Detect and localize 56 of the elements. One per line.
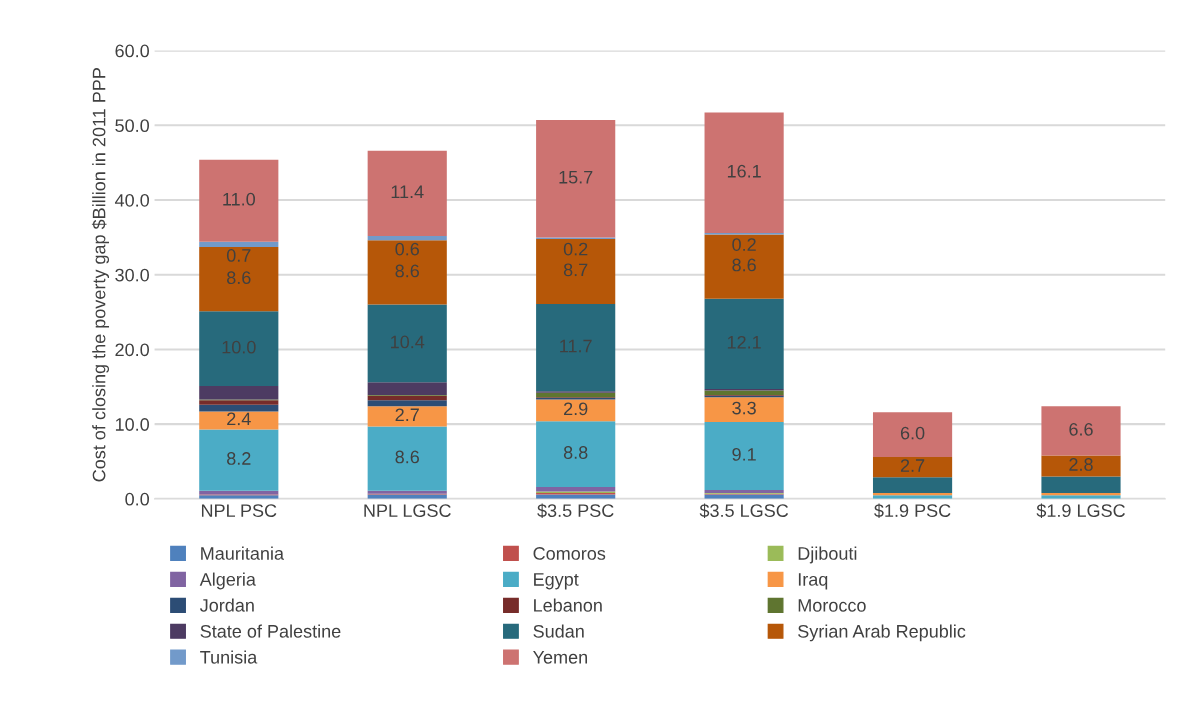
data-label: 2.9 (564, 402, 588, 416)
y-tick-label: 60.0 (115, 44, 150, 58)
data-label: 2.4 (227, 412, 251, 426)
legend-label: Mauritania (201, 546, 285, 560)
y-axis-title: Cost of closing the poverty gap $Billion in 2011 PPP (91, 68, 110, 482)
legend-label: Djibouti (798, 546, 857, 564)
y-tick-label: 30.0 (115, 268, 150, 282)
legend-label: Yemen (533, 651, 588, 664)
x-tick-label: NPL LGSC (364, 504, 451, 517)
x-tick-label: $3.5 PSC (537, 503, 614, 519)
y-tick-label: 50.0 (115, 119, 150, 133)
legend-label: Morocco (798, 599, 866, 612)
data-label: 6.6 (1069, 422, 1093, 436)
legend-label: State of Palestine (200, 624, 341, 638)
data-label: 8.6 (732, 258, 756, 272)
legend-label: Jordan (199, 598, 254, 612)
legend-label: Syrian Arab Republic (798, 624, 966, 642)
data-label: 9.1 (732, 447, 756, 461)
data-label: 8.7 (563, 263, 588, 277)
data-label: 8.2 (227, 452, 251, 465)
data-label: 0.2 (563, 242, 588, 256)
x-tick-label: $1.9 LGSC (1036, 503, 1125, 519)
y-tick-label: 10.0 (115, 418, 150, 431)
legend-label: Tunisia (200, 650, 258, 664)
data-label: 0.2 (732, 238, 756, 251)
x-tick-label: $3.5 LGSC (699, 503, 789, 519)
data-label: 16.1 (727, 164, 761, 178)
data-label: 8.6 (395, 450, 419, 464)
y-tick-label: 0.0 (125, 492, 149, 506)
data-label: 2.7 (900, 459, 925, 472)
legend-label: Sudan (533, 624, 584, 638)
data-label: 3.3 (732, 401, 756, 415)
data-label: 11.0 (223, 192, 255, 206)
x-tick-label: $1.9 PSC (874, 503, 951, 519)
data-label: 6.0 (900, 426, 925, 440)
data-label: 15.7 (559, 170, 593, 184)
legend-label: Iraq (798, 573, 828, 590)
legend-label: Lebanon (534, 598, 602, 612)
data-label: 8.6 (395, 264, 419, 278)
data-label: 8.8 (563, 446, 588, 459)
legend-label: Algeria (199, 572, 256, 590)
data-label: 2.8 (1069, 458, 1093, 471)
data-label: 11.7 (560, 339, 592, 353)
legend-label: Comoros (533, 547, 606, 560)
x-tick-label: NPL PSC (201, 504, 277, 517)
y-tick-label: 20.0 (115, 343, 150, 357)
data-label: 8.6 (227, 271, 251, 285)
data-label: 12.1 (727, 335, 761, 349)
y-tick-label: 40.0 (114, 193, 150, 207)
data-label: 0.7 (226, 249, 251, 262)
data-label: 2.7 (395, 408, 419, 421)
data-label: 10.0 (222, 340, 256, 354)
legend-label: Egypt (534, 573, 579, 590)
data-label: 11.4 (391, 185, 424, 198)
data-label: 0.6 (395, 242, 419, 256)
data-label: 10.4 (391, 335, 425, 349)
